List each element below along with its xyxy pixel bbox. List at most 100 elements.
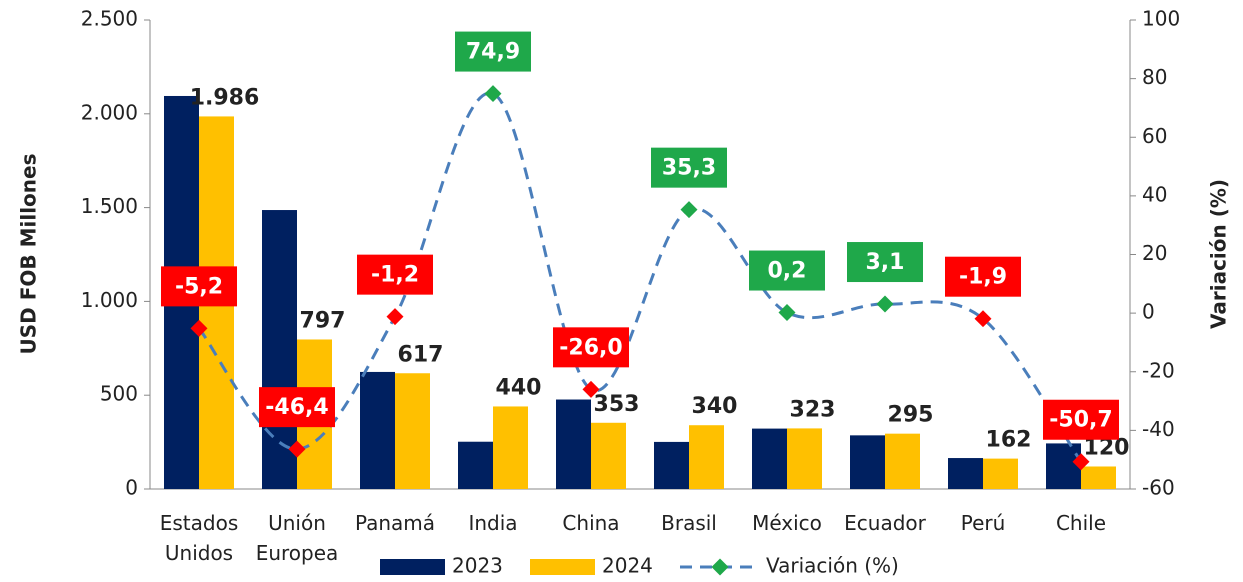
- bar-value-label: 295: [888, 403, 934, 428]
- y-axis-label: USD FOB Millones: [17, 154, 41, 355]
- bar: [1046, 443, 1081, 489]
- x-tick-word: Unidos: [165, 541, 233, 565]
- y2-tick-label: 80: [1142, 65, 1167, 89]
- value-label-box: [357, 254, 433, 295]
- y2-tick-label: 100: [1142, 7, 1180, 31]
- legend-swatch: [530, 559, 595, 575]
- bar: [591, 422, 626, 489]
- value-label-box: [651, 147, 727, 188]
- x-tick-word: Ecuador: [844, 511, 926, 535]
- x-tick-word: India: [468, 511, 517, 535]
- value-label-box: [847, 242, 923, 283]
- value-label-box: [161, 266, 237, 307]
- y-tick-label: 1.500: [81, 194, 138, 218]
- bar: [885, 433, 920, 489]
- line-value-label: 74,9: [466, 40, 520, 65]
- value-label-box: [259, 387, 335, 428]
- value-label-box: [1043, 399, 1119, 440]
- bar: [556, 399, 591, 489]
- bar-value-label: 1.986: [190, 85, 260, 110]
- y2-tick-label: 0: [1142, 300, 1155, 324]
- value-label-box: [749, 250, 825, 291]
- x-tick-label: México: [752, 511, 822, 535]
- bar: [493, 406, 528, 489]
- line-marker: [778, 304, 796, 322]
- x-tick-word: Unión: [268, 511, 326, 535]
- x-tick-label: Brasil: [661, 511, 717, 535]
- x-tick-word: Chile: [1056, 511, 1106, 535]
- bar-value-label: 617: [398, 342, 444, 367]
- x-tick-label: Unión Europea: [256, 511, 339, 565]
- y2-tick-label: 60: [1142, 124, 1167, 148]
- y-tick-label: 0: [125, 476, 138, 500]
- y-tick-label: 2.500: [81, 7, 138, 31]
- x-tick-word: Panamá: [355, 511, 435, 535]
- value-label-box: [553, 327, 629, 368]
- x-tick-word: México: [752, 511, 822, 535]
- line-value-label: -1,9: [959, 265, 1007, 290]
- line-value-label: -1,2: [371, 263, 419, 288]
- line-marker: [386, 308, 404, 326]
- y2-tick-label: -20: [1142, 358, 1175, 382]
- legend-marker: [711, 558, 729, 576]
- bar: [983, 458, 1018, 489]
- y-tick-label: 500: [100, 382, 138, 406]
- bar: [458, 441, 493, 489]
- x-tick-label: China: [562, 511, 619, 535]
- y2-tick-label: -60: [1142, 476, 1175, 500]
- y-tick-label: 2.000: [81, 100, 138, 124]
- legend-label: Variación (%): [766, 554, 899, 578]
- x-tick-word: Perú: [961, 511, 1006, 535]
- line-marker: [680, 201, 698, 219]
- bar: [1081, 466, 1116, 489]
- bar-value-label: 340: [692, 394, 738, 419]
- bar: [850, 435, 885, 489]
- x-tick-label: Ecuador: [844, 511, 926, 535]
- y2-axis-label: Variación (%): [1207, 179, 1231, 329]
- x-tick-label: Perú: [961, 511, 1006, 535]
- x-tick-label: Estados Unidos: [160, 511, 239, 565]
- line-marker: [190, 319, 208, 337]
- line-value-label: -5,2: [175, 274, 223, 299]
- line-marker: [876, 295, 894, 313]
- line-value-label: 35,3: [662, 156, 716, 181]
- y-tick-label: 1.000: [81, 288, 138, 312]
- y2-tick-label: -40: [1142, 417, 1175, 441]
- line-value-label: -50,7: [1049, 408, 1112, 433]
- x-tick-word: Brasil: [661, 511, 717, 535]
- value-label-box: [455, 31, 531, 72]
- x-tick-label: Chile: [1056, 511, 1106, 535]
- bar: [360, 371, 395, 489]
- bar-value-label: 353: [594, 392, 640, 417]
- y2-tick-label: 40: [1142, 182, 1167, 206]
- line: [197, 91, 1083, 463]
- line-value-label: 0,2: [768, 259, 807, 284]
- bar: [948, 458, 983, 489]
- legend-swatch: [380, 559, 445, 575]
- legend-label: 2023: [452, 554, 503, 578]
- legend-label: 2024: [602, 554, 653, 578]
- x-tick-label: India: [468, 511, 517, 535]
- x-tick-word: Estados: [160, 511, 239, 535]
- value-label-box: [945, 256, 1021, 297]
- bar-value-label: 162: [986, 428, 1032, 453]
- line-marker: [974, 310, 992, 328]
- line-marker: [582, 380, 600, 398]
- x-tick-label: Panamá: [355, 511, 435, 535]
- y2-tick-label: 20: [1142, 241, 1167, 265]
- bar: [654, 441, 689, 489]
- line-marker: [288, 440, 306, 458]
- bar: [689, 425, 724, 489]
- line-value-label: 3,1: [866, 250, 905, 275]
- x-tick-word: Europea: [256, 541, 339, 565]
- bar-value-label: 440: [496, 375, 542, 400]
- bar-value-label: 323: [790, 397, 836, 422]
- line-value-label: -46,4: [265, 395, 328, 420]
- bar: [787, 428, 822, 489]
- bar: [395, 373, 430, 489]
- x-tick-word: China: [562, 511, 619, 535]
- line-marker: [484, 85, 502, 103]
- line-value-label: -26,0: [559, 335, 622, 360]
- bar: [752, 428, 787, 489]
